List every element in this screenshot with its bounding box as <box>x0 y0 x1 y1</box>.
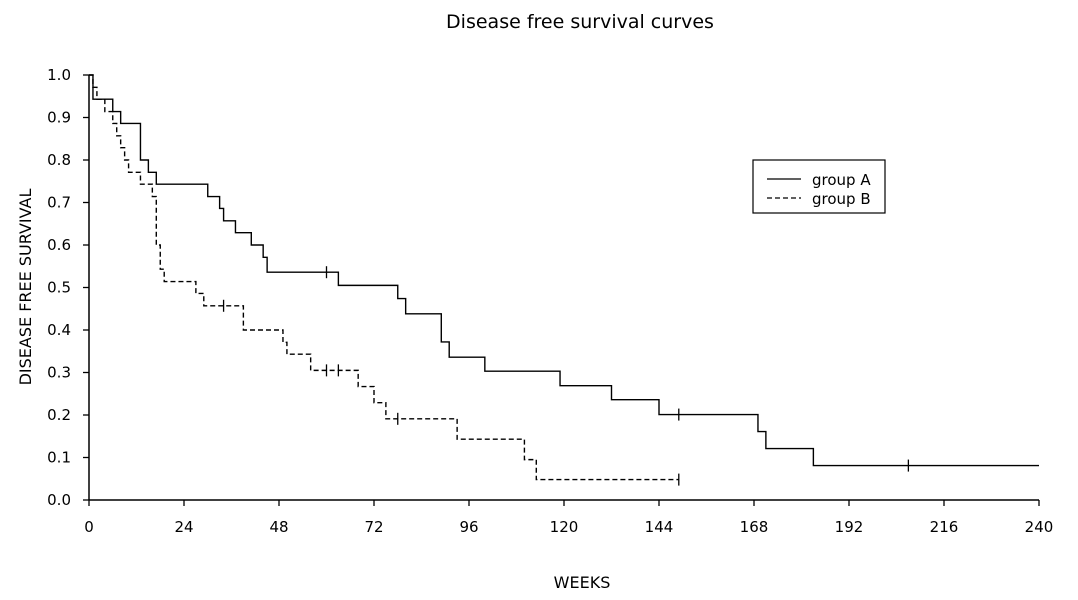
y-tick-label: 0.4 <box>47 321 71 339</box>
y-tick-label: 0.0 <box>47 491 71 509</box>
legend-label-group-a: group A <box>812 171 871 189</box>
x-tick-label: 168 <box>740 518 769 536</box>
series-line-group-b <box>89 74 679 481</box>
y-tick-label: 0.5 <box>47 279 71 297</box>
x-tick-label: 120 <box>550 518 579 536</box>
x-tick-label: 24 <box>174 518 193 536</box>
y-tick-label: 0.9 <box>47 109 71 127</box>
y-tick-label: 0.3 <box>47 364 71 382</box>
series-line-group-a <box>89 74 1039 467</box>
x-tick-label: 240 <box>1025 518 1054 536</box>
x-tick-label: 144 <box>645 518 674 536</box>
y-tick-label: 0.1 <box>47 449 71 467</box>
y-ticks: 0.0 0.1 0.2 0.3 0.4 0.5 0.6 0.7 0.8 0.9 1.0 <box>47 66 89 509</box>
x-tick-label: 192 <box>835 518 864 536</box>
y-tick-label: 0.2 <box>47 406 71 424</box>
axes <box>88 75 1039 501</box>
y-tick-label: 0.7 <box>47 194 71 212</box>
y-tick-label: 1.0 <box>47 66 71 84</box>
x-tick-label: 96 <box>459 518 478 536</box>
legend-label-group-b: group B <box>812 190 871 208</box>
y-tick-label: 0.8 <box>47 151 71 169</box>
x-tick-label: 216 <box>930 518 959 536</box>
series-layer <box>89 74 1039 486</box>
x-axis-title: WEEKS <box>554 573 611 592</box>
y-tick-label: 0.6 <box>47 236 71 254</box>
y-axis-title: DISEASE FREE SURVIVAL <box>16 189 35 386</box>
x-tick-label: 72 <box>364 518 383 536</box>
x-tick-label: 0 <box>84 518 94 536</box>
chart-title: Disease free survival curves <box>446 11 714 33</box>
legend: group A group B <box>752 159 886 214</box>
legend-box <box>752 159 886 214</box>
x-ticks: 0 24 48 72 96 120 144 168 192 216 240 <box>84 500 1053 536</box>
x-tick-label: 48 <box>269 518 288 536</box>
